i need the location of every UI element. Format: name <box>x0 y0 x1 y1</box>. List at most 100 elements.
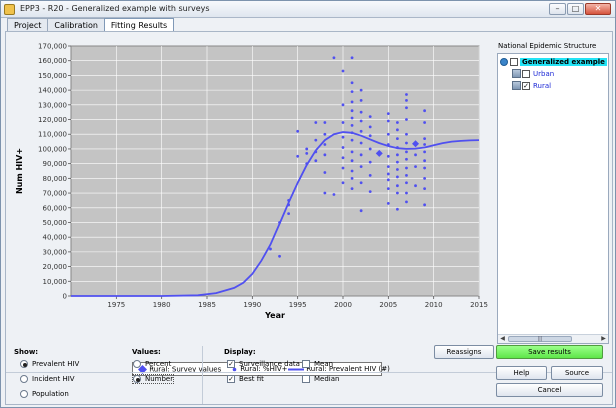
tab-fitting-results[interactable]: Fitting Results <box>103 18 175 32</box>
tab-bar: Project Calibration Fitting Results <box>7 18 175 32</box>
prevalence-data-point <box>341 135 345 139</box>
show-incident-hiv-radio[interactable]: Incident HIV <box>20 375 75 383</box>
survey-value-point <box>375 149 383 157</box>
scroll-thumb[interactable]: ||| <box>508 336 572 342</box>
prevalence-data-point <box>323 121 327 124</box>
dot-marker-icon <box>232 367 237 371</box>
y-tick-label: 150,000 <box>38 72 67 80</box>
line-marker-icon <box>288 368 304 370</box>
display-mean-checkbox[interactable]: Mean <box>302 360 333 368</box>
prevalence-data-point <box>386 132 390 136</box>
fitting-chart: 0 10,000 20,000 30,000 40,000 50,000 60,000 70,… <box>15 43 488 321</box>
values-percent-radio[interactable]: Percent <box>133 360 171 368</box>
y-tick-label: 40,000 <box>43 234 68 242</box>
prevalence-data-point <box>341 166 345 170</box>
maximize-button[interactable]: □ <box>567 3 584 15</box>
tree-horizontal-scrollbar[interactable]: ◀ ||| ▶ <box>498 334 608 343</box>
display-median-checkbox[interactable]: Median <box>302 375 339 383</box>
checkmark-icon: ✓ <box>227 360 235 368</box>
prevalence-data-point <box>423 166 426 170</box>
x-tick-label: 1990 <box>243 301 261 309</box>
legend-label-fit: Rural: Prevalent HIV (#) <box>306 365 390 373</box>
tab-calibration[interactable]: Calibration <box>47 18 105 32</box>
window-title: EPP3 - R20 - Generalized example with su… <box>20 4 210 13</box>
display-surveillance-checkbox[interactable]: ✓ Surveillance data <box>227 360 300 368</box>
prevalence-data-point <box>368 147 372 151</box>
prevalence-data-point <box>396 137 399 141</box>
prevalence-data-point <box>396 207 399 211</box>
prevalence-data-point <box>314 138 318 142</box>
folder-icon <box>512 69 521 78</box>
app-icon <box>4 4 15 15</box>
rural-checkbox[interactable]: ✓ <box>522 81 530 90</box>
values-percent-label: Percent <box>145 360 172 368</box>
close-button[interactable]: ✕ <box>585 3 611 15</box>
prevalence-data-point <box>341 121 345 124</box>
prevalence-data-point <box>323 153 327 157</box>
prevalence-data-point <box>350 109 354 113</box>
y-tick-label: 30,000 <box>43 248 68 256</box>
prevalence-data-point <box>423 159 426 163</box>
prevalence-data-point <box>386 187 390 191</box>
scroll-left-icon[interactable]: ◀ <box>500 335 505 342</box>
prevalence-data-point <box>405 191 408 195</box>
legend-label-survey: Rural: Survey values <box>149 365 222 374</box>
y-tick-label: 140,000 <box>38 87 67 95</box>
prevalence-data-point <box>314 159 318 163</box>
prevalence-data-point <box>323 132 327 136</box>
urban-checkbox[interactable] <box>522 69 530 78</box>
root-checkbox[interactable] <box>510 57 518 66</box>
prevalent-hiv-fit-line <box>71 131 480 297</box>
tree-node-rural[interactable]: ✓ Rural <box>512 80 552 91</box>
y-tick-label: 120,000 <box>38 116 67 124</box>
fitting-results-panel: 0 10,000 20,000 30,000 40,000 50,000 60,000 70,… <box>5 31 613 405</box>
display-median-label: Median <box>314 375 340 383</box>
display-group-label: Display: <box>224 348 256 356</box>
prevalence-data-point <box>350 56 354 60</box>
tree-node-urban[interactable]: Urban <box>512 68 555 79</box>
y-tick-label: 50,000 <box>43 219 68 227</box>
minimize-button[interactable]: – <box>549 3 566 15</box>
display-best-fit-checkbox[interactable]: ✓ Best fit <box>227 375 264 383</box>
prevalence-data-point <box>405 106 408 110</box>
prevalence-data-point <box>350 138 354 142</box>
prevalence-data-point <box>359 153 363 157</box>
legend-label-prevalence: Rural: %HIV+ <box>240 365 288 373</box>
x-tick-label: 2000 <box>334 301 352 309</box>
tree-node-rural-label: Rural <box>533 81 552 90</box>
y-tick-label: 130,000 <box>38 101 67 109</box>
reassign-button[interactable]: Reassigns <box>434 345 494 359</box>
tree-node-root[interactable]: Generalized example <box>500 56 607 67</box>
tab-project[interactable]: Project <box>7 18 49 32</box>
show-prevalent-hiv-radio[interactable]: Prevalent HIV <box>20 360 79 368</box>
prevalence-data-point <box>359 88 363 92</box>
prevalence-data-point <box>359 141 363 145</box>
y-axis-label: Num HIV+ <box>15 148 24 194</box>
prevalence-data-point <box>368 160 372 164</box>
prevalence-data-point <box>350 131 354 135</box>
y-tick-label: 170,000 <box>38 43 67 51</box>
cancel-button[interactable]: Cancel <box>496 383 603 397</box>
prevalence-data-point <box>359 110 363 114</box>
globe-icon <box>500 57 508 66</box>
show-incident-hiv-label: Incident HIV <box>32 375 75 383</box>
prevalence-data-point <box>405 99 408 102</box>
prevalence-data-point <box>405 166 408 170</box>
y-tick-label: 110,000 <box>38 131 67 139</box>
scroll-right-icon[interactable]: ▶ <box>601 335 606 342</box>
help-button[interactable]: Help <box>496 366 547 380</box>
radio-icon <box>20 375 28 383</box>
prevalence-data-point <box>341 181 345 185</box>
prevalence-data-point <box>386 154 390 158</box>
source-button[interactable]: Source <box>551 366 603 380</box>
diamond-marker-icon <box>138 365 147 374</box>
prevalence-data-point <box>359 181 363 185</box>
save-results-button[interactable]: Save results <box>496 345 603 359</box>
prevalence-data-point <box>341 146 345 149</box>
show-population-radio[interactable]: Population <box>20 390 69 398</box>
prevalence-data-point <box>296 129 300 133</box>
group-separator <box>202 346 203 404</box>
values-number-radio[interactable]: Number <box>131 374 175 384</box>
prevalence-data-point <box>423 109 426 113</box>
y-tick-label: 160,000 <box>38 57 67 65</box>
